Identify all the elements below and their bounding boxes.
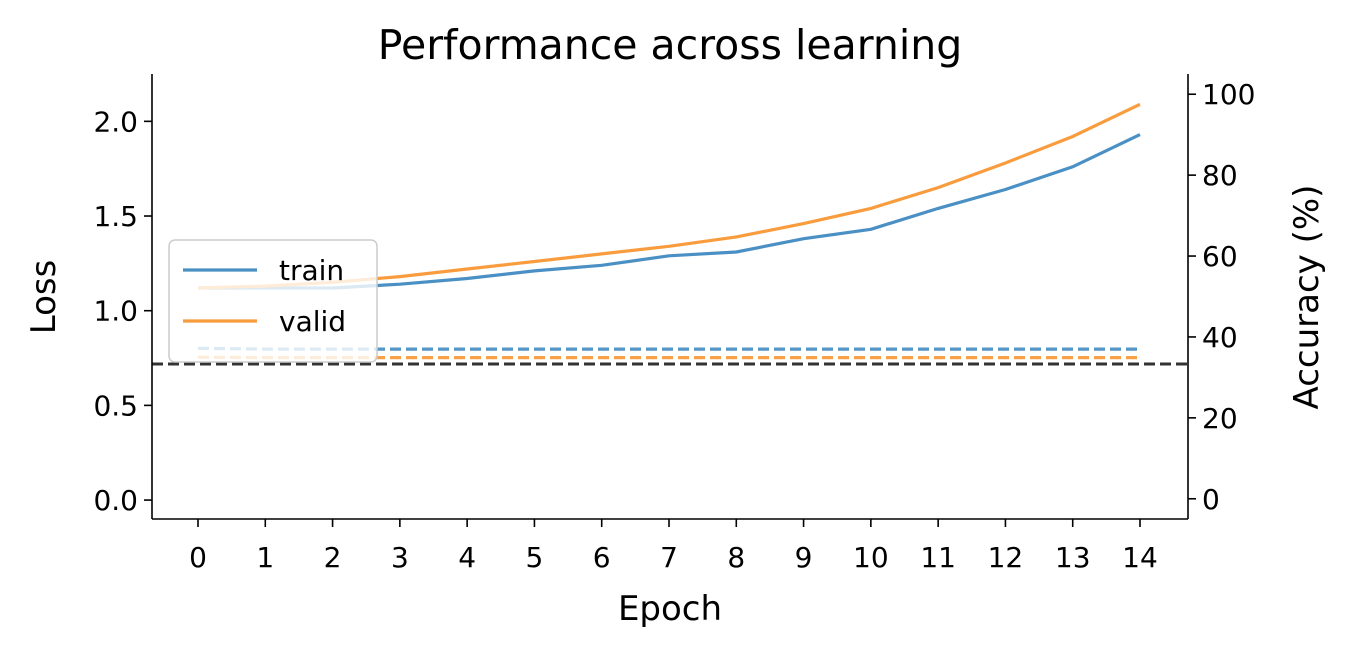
x-tick-label: 8 [727,541,745,574]
legend-box [168,239,378,363]
axes: 0 1 2 3 4 5 6 7 8 9 10 11 12 13 140.00.51.01.52.002040… [93,74,1255,574]
x-tick-label: 12 [988,541,1024,574]
x-tick-label: 9 [795,541,813,574]
y2-tick-label: 0 [1202,483,1220,516]
x-tick-label: 2 [324,541,342,574]
x-tick-label: 4 [458,541,476,574]
x-tick-label: 10 [853,541,889,574]
y-tick-label: 0.0 [93,484,138,517]
x-tick-label: 3 [391,541,409,574]
y-tick-label: 1.0 [93,295,138,328]
y-tick-label: 2.0 [93,105,138,138]
x-tick-label: 13 [1055,541,1091,574]
x-axis-label: Epoch [618,589,722,629]
legend-label-train: train [279,254,344,287]
x-tick-label: 6 [593,541,611,574]
y2-tick-label: 20 [1202,402,1238,435]
chart-title: Performance across learning [378,21,963,69]
x-tick-label: 7 [660,541,678,574]
x-tick-label: 0 [189,541,207,574]
y2-tick-label: 80 [1202,159,1238,192]
y2-tick-label: 100 [1202,78,1255,111]
x-tick-label: 11 [920,541,956,574]
legend-label-valid: valid [279,305,346,338]
y2-tick-label: 40 [1202,321,1238,354]
y-axis-label-loss: Loss [24,260,64,335]
series-line-train-accuracy [197,346,1140,351]
y-axis-label-accuracy: Accuracy (%) [1287,185,1327,410]
y-tick-label: 0.5 [93,389,138,422]
y-tick-label: 1.5 [93,200,138,233]
x-tick-label: 5 [526,541,544,574]
legend: train valid [168,239,378,363]
x-tick-label: 1 [256,541,274,574]
x-tick-label: 14 [1122,541,1158,574]
y2-tick-label: 60 [1202,240,1238,273]
